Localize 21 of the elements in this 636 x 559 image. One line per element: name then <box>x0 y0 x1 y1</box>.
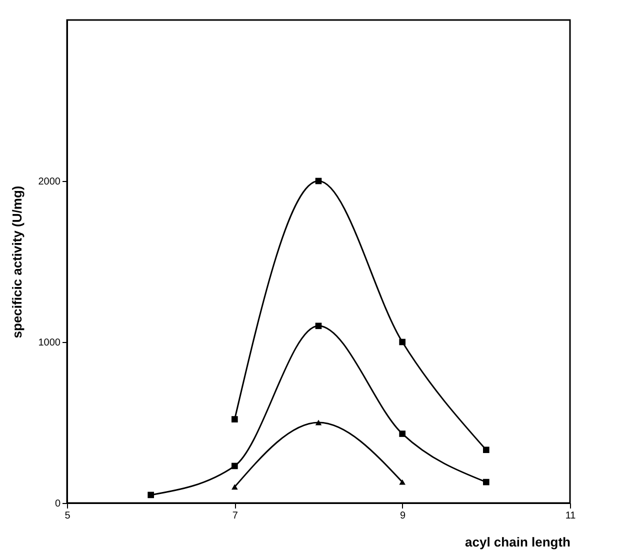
point <box>232 462 238 470</box>
point <box>315 420 322 426</box>
x-tick-label: 9 <box>400 510 406 522</box>
x-axis-title: acyl chain length <box>465 534 571 550</box>
y-tick-label: 0 <box>54 498 61 510</box>
point <box>399 430 406 437</box>
point <box>148 492 154 498</box>
point <box>399 479 406 485</box>
y-axis-title: specificic activity (U/mg) <box>9 186 24 338</box>
point <box>232 484 238 490</box>
x-tick-label: 7 <box>232 510 238 522</box>
point <box>232 416 238 422</box>
y-tick-label: 2000 <box>38 176 61 188</box>
x-tick-label: 11 <box>565 510 576 522</box>
y-tick-label: 1000 <box>38 338 61 348</box>
point <box>315 322 322 330</box>
point <box>483 478 490 486</box>
point <box>399 338 406 346</box>
x-tick-label: 5 <box>64 510 71 522</box>
point <box>315 178 322 184</box>
point <box>483 446 490 454</box>
